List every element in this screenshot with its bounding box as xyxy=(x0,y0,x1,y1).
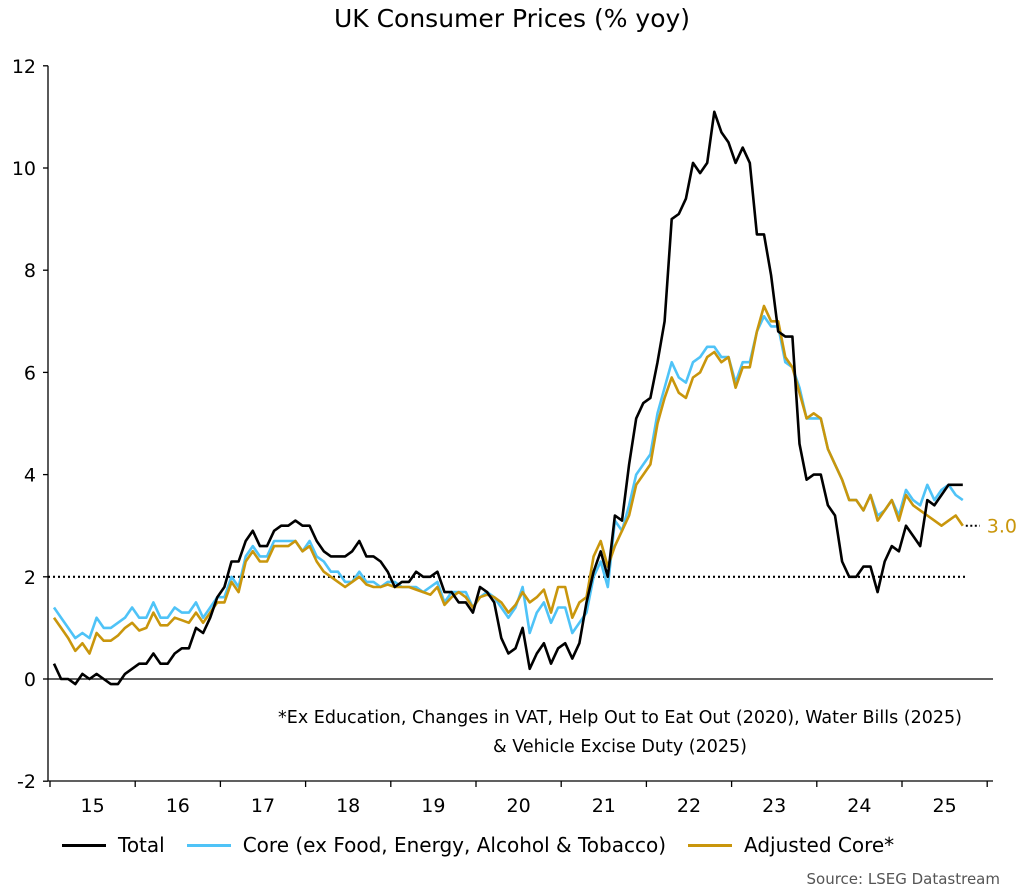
legend-swatch-total xyxy=(62,843,106,847)
y-tick-label: 0 xyxy=(24,669,36,691)
y-tick-label: 6 xyxy=(24,362,36,384)
y-tick-label: -2 xyxy=(17,771,36,793)
series-line-total xyxy=(52,110,963,686)
legend-label-core: Core (ex Food, Energy, Alcohol & Tobacco… xyxy=(242,833,667,857)
legend-swatch-core xyxy=(186,843,231,847)
x-tick-label: 20 xyxy=(507,795,531,817)
chart-title: UK Consumer Prices (% yoy) xyxy=(333,4,691,33)
x-tick-label: 21 xyxy=(592,795,616,817)
source-note: Source: LSEG Datastream xyxy=(806,870,1000,888)
legend-item-core: Core (ex Food, Energy, Alcohol & Tobacco… xyxy=(186,833,667,857)
x-tick-label: 17 xyxy=(251,795,275,817)
legend-item-adjusted-core: Adjusted Core* xyxy=(688,833,894,857)
legend-swatch-adjusted-core xyxy=(688,843,733,847)
x-tick-label: 23 xyxy=(762,795,786,817)
x-tick-label: 18 xyxy=(336,795,360,817)
series-line-core xyxy=(52,314,964,640)
legend-item-total: Total xyxy=(62,833,165,857)
y-tick-label: 12 xyxy=(12,56,36,78)
legend: Total Core (ex Food, Energy, Alcohol & T… xyxy=(62,833,916,857)
x-tick-label: 25 xyxy=(933,795,957,817)
y-tick-label: 8 xyxy=(24,260,36,282)
x-tick-label: 24 xyxy=(847,795,871,817)
footnote-line-1: *Ex Education, Changes in VAT, Help Out … xyxy=(278,708,962,728)
y-tick-label: 2 xyxy=(24,567,36,589)
footnote-line-2: & Vehicle Excise Duty (2025) xyxy=(493,737,747,757)
x-tick-label: 15 xyxy=(81,795,105,817)
end-label-adjusted-core: 3.0 xyxy=(987,516,1017,538)
legend-label-total: Total xyxy=(118,833,165,857)
x-tick-label: 16 xyxy=(166,795,190,817)
y-tick-label: 10 xyxy=(12,158,36,180)
x-tick-label: 22 xyxy=(677,795,701,817)
x-tick-label: 19 xyxy=(421,795,445,817)
legend-label-adjusted-core: Adjusted Core* xyxy=(744,833,895,857)
series-line-adjusted xyxy=(52,304,964,655)
y-tick-label: 4 xyxy=(24,465,36,487)
